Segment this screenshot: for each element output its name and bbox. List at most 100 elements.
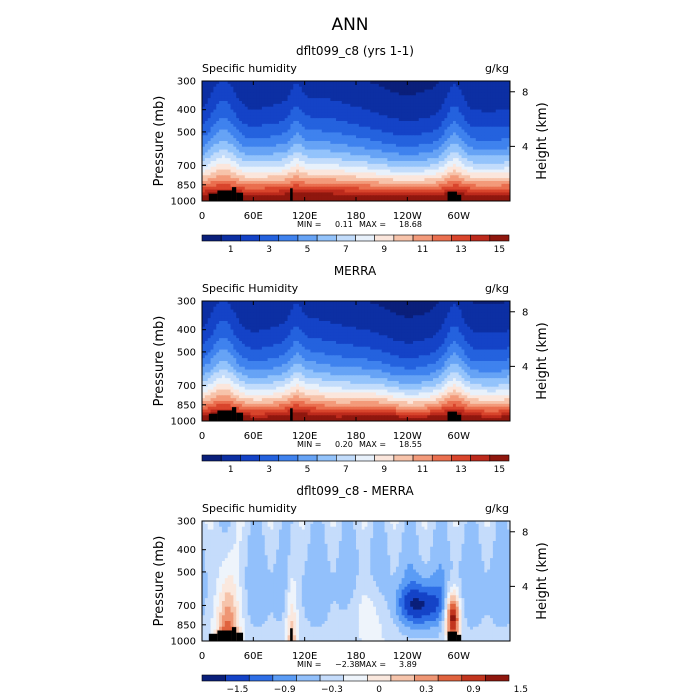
- contour-cell: [413, 183, 417, 188]
- contour-cell: [241, 92, 246, 96]
- contour-cell: [370, 161, 374, 165]
- contour-cell: [433, 83, 437, 88]
- contour-cell: [344, 155, 348, 159]
- contour-cell: [461, 106, 465, 111]
- contour-cell: [230, 161, 234, 165]
- contour-cell: [287, 123, 291, 128]
- contour-cell: [455, 109, 460, 113]
- contour-cell: [213, 166, 217, 171]
- contour-cell: [370, 101, 374, 105]
- contour-cell: [467, 103, 471, 108]
- contour-cell: [475, 115, 480, 119]
- contour-cell: [253, 106, 257, 111]
- contour-cell: [478, 175, 482, 179]
- contour-cell: [247, 81, 251, 85]
- colorbar-label: 13: [455, 245, 466, 255]
- contour-cell: [452, 123, 457, 128]
- contour-cell: [353, 306, 357, 311]
- contour-cell: [267, 95, 271, 99]
- contour-cell: [364, 301, 368, 305]
- contour-cell: [316, 115, 320, 119]
- contour-cell: [461, 166, 465, 171]
- contour-cell: [450, 152, 454, 156]
- contour-cell: [498, 103, 502, 108]
- contour-cell: [250, 186, 254, 191]
- contour-cell: [250, 163, 254, 168]
- contour-cell: [364, 89, 368, 93]
- contour-cell: [310, 161, 314, 165]
- contour-cell: [287, 146, 291, 151]
- contour-cell: [301, 146, 306, 151]
- contour-cell: [381, 189, 386, 193]
- contour-cell: [361, 161, 366, 165]
- contour-cell: [210, 98, 214, 102]
- contour-cell: [219, 118, 223, 122]
- contour-cell: [290, 103, 294, 108]
- contour-cell: [287, 106, 291, 111]
- contour-cell: [435, 306, 440, 311]
- contour-cell: [438, 132, 443, 136]
- contour-cell: [293, 123, 297, 128]
- contour-cell: [307, 158, 311, 162]
- contour-cell: [455, 152, 460, 156]
- contour-cell: [455, 129, 460, 133]
- contour-cell: [407, 152, 411, 156]
- contour-cell: [327, 98, 331, 102]
- contour-cell: [450, 306, 454, 311]
- contour-cell: [216, 175, 220, 179]
- contour-cell: [270, 301, 274, 305]
- contour-cell: [264, 126, 269, 131]
- contour-cell: [507, 112, 511, 116]
- contour-cell: [233, 303, 237, 308]
- contour-cell: [344, 101, 348, 105]
- contour-cell: [418, 143, 423, 148]
- contour-cell: [330, 163, 334, 168]
- contour-cell: [290, 163, 294, 168]
- contour-cell: [336, 103, 340, 108]
- contour-cell: [395, 132, 400, 136]
- contour-cell: [470, 95, 474, 99]
- contour-cell: [387, 189, 391, 193]
- contour-cell: [504, 186, 508, 191]
- contour-cell: [233, 123, 237, 128]
- contour-cell: [284, 112, 289, 116]
- contour-cell: [204, 138, 209, 142]
- contour-cell: [341, 115, 346, 119]
- contour-cell: [307, 163, 311, 168]
- contour-cell: [239, 169, 243, 173]
- contour-cell: [495, 95, 500, 99]
- contour-cell: [290, 158, 294, 162]
- contour-cell: [233, 166, 237, 171]
- contour-cell: [424, 183, 428, 188]
- contour-cell: [450, 181, 454, 185]
- contour-cell: [444, 198, 448, 202]
- contour-cell: [478, 126, 482, 131]
- contour-cell: [378, 155, 383, 159]
- contour-cell: [458, 135, 463, 139]
- contour-cell: [495, 155, 500, 159]
- contour-cell: [395, 109, 400, 113]
- contour-cell: [230, 112, 234, 116]
- contour-cell: [356, 152, 360, 156]
- contour-cell: [430, 158, 434, 162]
- contour-cell: [472, 172, 477, 176]
- contour-cell: [256, 198, 260, 202]
- contour-cell: [450, 101, 454, 105]
- contour-cell: [464, 121, 468, 125]
- contour-cell: [361, 81, 366, 85]
- contour-cell: [444, 161, 448, 165]
- contour-cell: [450, 103, 454, 108]
- contour-cell: [501, 169, 505, 173]
- contour-cell: [247, 141, 251, 145]
- contour-cell: [338, 81, 343, 85]
- contour-cell: [444, 181, 448, 185]
- contour-cell: [210, 109, 214, 113]
- contour-cell: [259, 89, 263, 93]
- contour-cell: [441, 175, 445, 179]
- contour-cell: [378, 195, 383, 199]
- contour-cell: [321, 178, 326, 182]
- contour-cell: [353, 141, 357, 145]
- contour-cell: [455, 115, 460, 119]
- contour-cell: [287, 132, 291, 136]
- contour-cell: [378, 169, 383, 173]
